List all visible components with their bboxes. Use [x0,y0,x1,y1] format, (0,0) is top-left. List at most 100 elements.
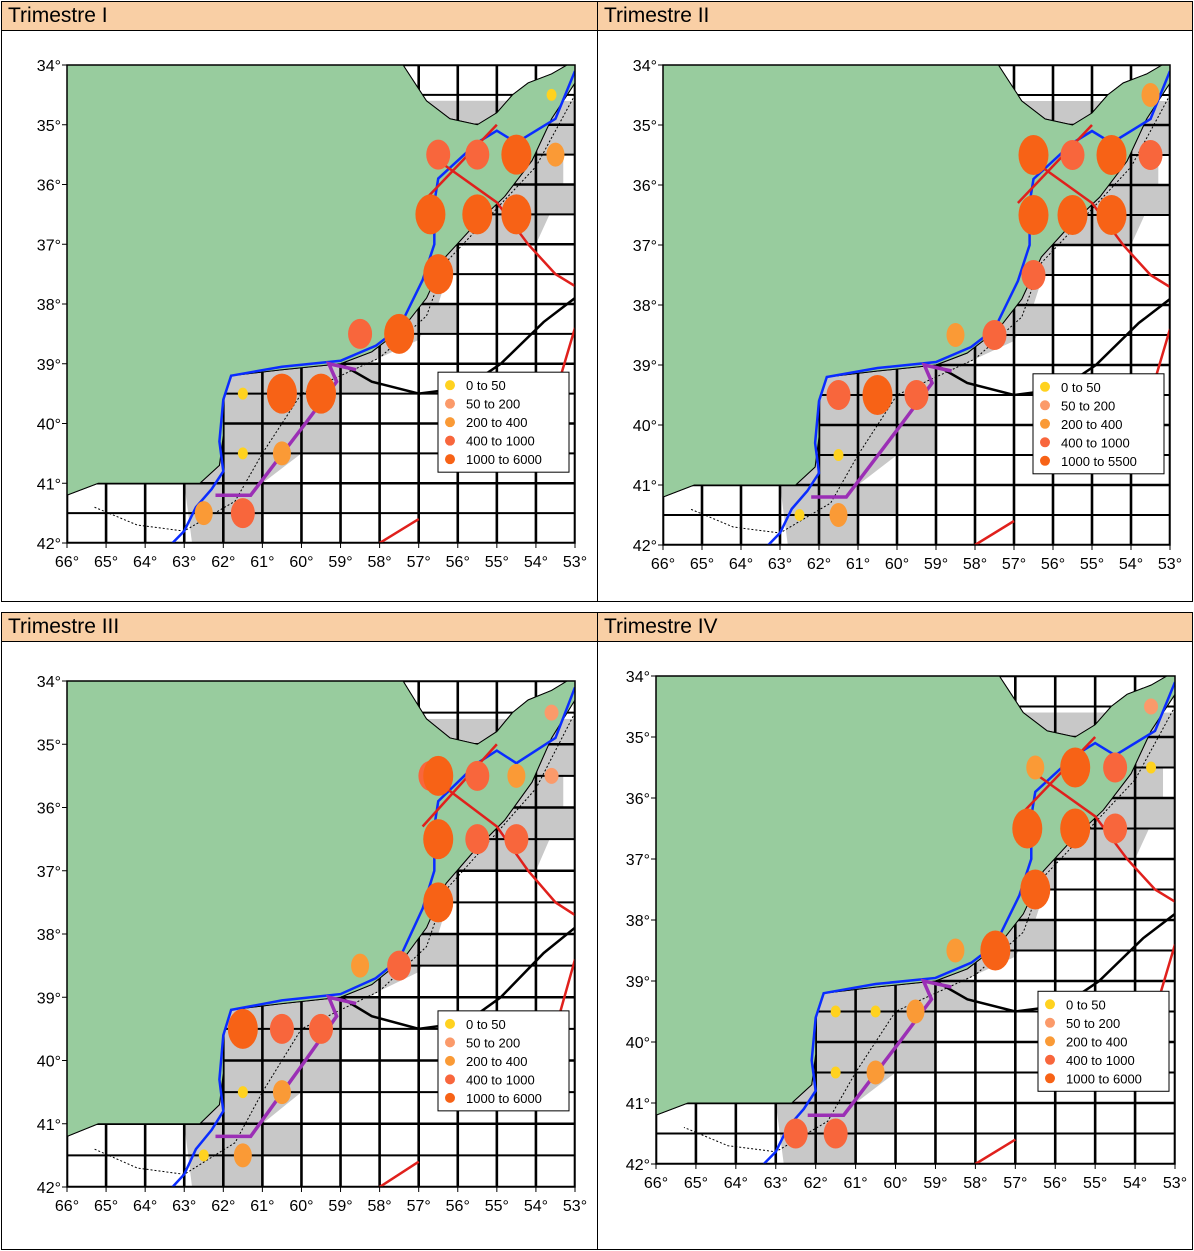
catch-circle [423,254,454,295]
lon-label: 54° [524,1198,548,1215]
map-trimestre-1: 34° 35° 36° 37° 38° 39° 40° 41° 42°66° 65° 64° 63° 6… [37,58,587,571]
lon-label: 56° [446,1198,470,1215]
lat-label: 36° [37,801,61,818]
lat-label: 34° [626,669,650,686]
lat-label: 42° [37,1180,61,1197]
lon-label: 61° [250,1198,274,1215]
legend-swatch [1040,418,1050,429]
lat-label: 41° [37,1117,61,1134]
legend-label: 200 to 400 [466,415,527,430]
lat-label: 35° [37,118,61,135]
legend-label: 50 to 200 [1066,1016,1120,1031]
lat-label: 35° [37,737,61,754]
catch-circle [794,509,805,521]
legend-frame [437,371,570,473]
lat-label: 42° [626,1157,650,1174]
lat-label: 35° [626,730,650,747]
catch-circle [1146,761,1157,774]
legend-label: 0 to 50 [466,1017,506,1032]
lat-label: 39° [37,990,61,1007]
catch-circle [826,380,851,410]
lat-label: 39° [626,974,650,991]
catch-circle [830,1005,841,1018]
legend-label: 50 to 200 [466,397,520,412]
lat-label: 36° [37,178,61,195]
lon-label: 62° [807,556,831,573]
lon-label: 63° [172,554,196,571]
catch-circle [309,1013,333,1044]
lat-label: 40° [37,417,61,434]
lat-label: 42° [37,536,61,553]
lon-label: 59° [923,1175,947,1192]
legend-swatch [1045,1073,1055,1084]
catch-circle [237,387,248,400]
catch-circle [1021,260,1046,290]
catch-circle [906,999,925,1024]
lon-label: 55° [1083,1175,1107,1192]
legend-swatch [445,398,455,409]
lon-label: 63° [172,1198,196,1215]
legend-label: 50 to 200 [1061,398,1115,413]
legend-label: 400 to 1000 [1066,1053,1135,1068]
legend-swatch [445,1018,455,1029]
lat-label: 41° [37,476,61,493]
catch-circle [544,767,559,784]
catch-circle [387,950,412,981]
legend-swatch [445,417,455,428]
legend-label: 200 to 400 [466,1054,527,1069]
catch-circle [946,938,965,963]
lat-label: 40° [633,418,657,435]
lon-label: 53° [1163,1175,1187,1192]
panel-title: Trimestre I [2,2,597,31]
legend-swatch [1040,381,1050,392]
catch-circle [233,1143,252,1168]
lon-label: 66° [55,1198,79,1215]
legend-label: 50 to 200 [466,1035,520,1050]
lat-label: 37° [626,852,650,869]
land-mass-top [656,676,1175,1164]
legend-box: 0 to 50 50 to 200 200 to 400 400 to 1000 100… [1037,990,1170,1092]
lon-label: 61° [250,554,274,571]
legend-swatch [1045,1036,1055,1047]
lon-label: 62° [804,1175,828,1192]
catch-circle [269,1013,294,1044]
lon-label: 55° [485,1198,509,1215]
catch-circle [870,1005,881,1018]
catch-circle [1012,808,1043,849]
lat-label: 36° [626,791,650,808]
catch-circle [946,323,965,347]
lat-label: 37° [633,238,657,255]
lon-label: 60° [883,1175,907,1192]
lat-label: 35° [633,118,657,135]
catch-circle [1020,869,1051,910]
jurisdiction-line [974,1138,1016,1164]
catch-circle [1060,747,1091,788]
panel-trimestre-3: Trimestre III 34° 35° 36° 37° 38° 39° 40° 41° 42… [1,612,598,1250]
lat-label: 41° [633,478,657,495]
isobath-line [94,94,575,532]
catch-circle [501,194,532,235]
isobath-line [690,94,1170,534]
lat-label: 42° [633,538,657,555]
lon-label: 59° [328,1198,352,1215]
legend-label: 1000 to 5500 [1061,454,1137,469]
isobath-line [94,712,575,1175]
catch-circle [1060,140,1085,170]
lon-label: 60° [885,556,909,573]
lon-label: 66° [651,556,675,573]
jurisdiction-line [421,123,498,204]
lon-label: 64° [729,556,753,573]
jurisdiction-line [378,1160,420,1187]
lon-label: 56° [1041,556,1065,573]
catch-circle [1138,140,1163,170]
lon-label: 65° [684,1175,708,1192]
lon-label: 57° [1003,1175,1027,1192]
lat-label: 38° [633,298,657,315]
catch-circle [237,1086,248,1099]
catch-circle [194,501,213,526]
legend-box: 0 to 50 50 to 200 200 to 400 400 to 1000 100… [437,371,570,473]
legend-swatch [1045,1017,1055,1028]
legend-swatch [1045,999,1055,1010]
lat-label: 40° [37,1054,61,1071]
legend-swatch [445,454,455,465]
